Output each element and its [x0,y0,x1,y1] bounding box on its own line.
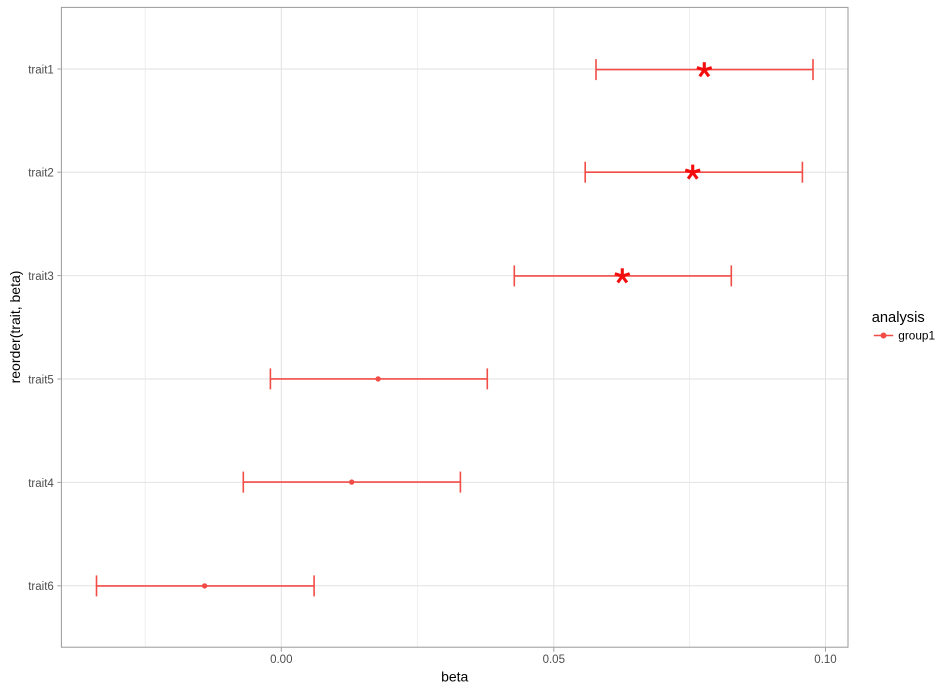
svg-text:trait3: trait3 [28,271,54,283]
svg-text:trait1: trait1 [28,64,54,76]
svg-text:reorder(trait, beta): reorder(trait, beta) [7,271,23,384]
svg-text:0.05: 0.05 [543,654,565,666]
svg-text:0.10: 0.10 [814,654,836,666]
svg-text:trait5: trait5 [28,374,54,386]
svg-text:trait2: trait2 [28,168,54,180]
svg-text:trait6: trait6 [28,581,54,593]
svg-text:analysis: analysis [872,310,925,326]
svg-text:beta: beta [441,668,468,684]
svg-text:0.00: 0.00 [270,654,292,666]
svg-text:trait4: trait4 [28,478,54,490]
svg-text:group1: group1 [898,329,935,343]
